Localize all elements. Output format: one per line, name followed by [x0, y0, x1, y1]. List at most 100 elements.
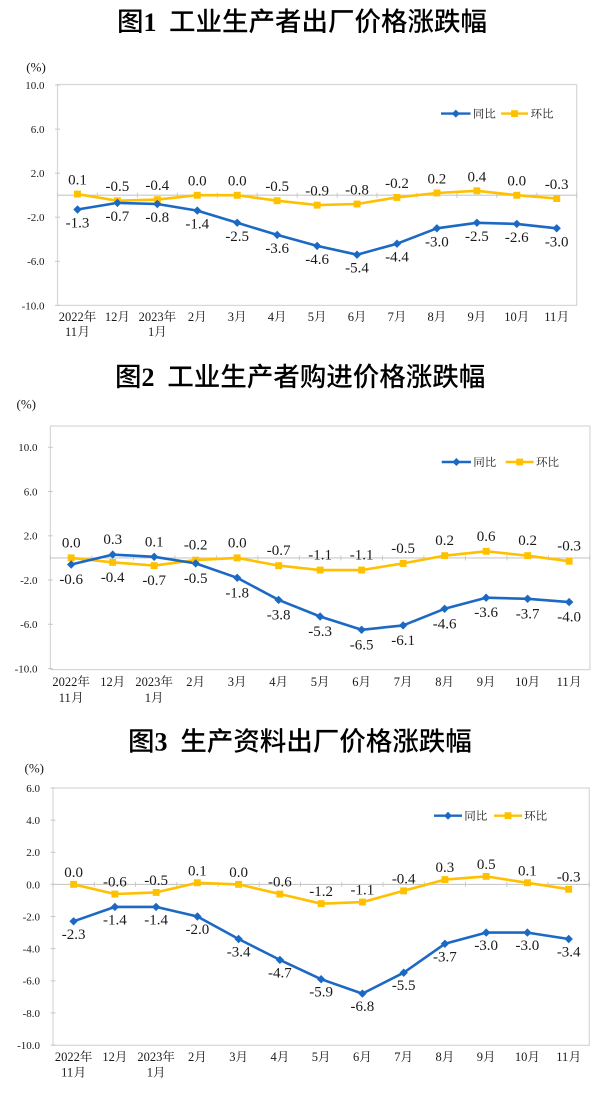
- svg-text:-0.5: -0.5: [144, 873, 168, 889]
- svg-text:(%): (%): [25, 760, 45, 775]
- svg-text:-0.7: -0.7: [142, 573, 166, 589]
- svg-text:6.0: 6.0: [24, 486, 38, 498]
- svg-text:-5.9: -5.9: [309, 985, 333, 1001]
- svg-text:-10.0: -10.0: [17, 1040, 40, 1052]
- svg-text:-1.4: -1.4: [185, 217, 209, 233]
- svg-text:-0.6: -0.6: [59, 572, 83, 588]
- svg-text:-6.1: -6.1: [391, 633, 415, 649]
- svg-text:1: 1: [147, 1066, 153, 1080]
- svg-text:6: 6: [352, 675, 358, 689]
- svg-text:7: 7: [394, 675, 400, 689]
- svg-text:-1.3: -1.3: [66, 216, 90, 232]
- svg-text:-3.4: -3.4: [227, 945, 251, 961]
- svg-text:4: 4: [268, 310, 275, 324]
- svg-text:11: 11: [59, 691, 71, 705]
- svg-text:9: 9: [477, 1050, 483, 1064]
- svg-text:0.3: 0.3: [436, 860, 455, 876]
- svg-text:2022: 2022: [52, 675, 77, 689]
- svg-text:2.0: 2.0: [24, 531, 38, 543]
- svg-text:-3.7: -3.7: [433, 949, 457, 965]
- svg-text:-0.5: -0.5: [391, 541, 415, 557]
- svg-text:2023: 2023: [135, 675, 160, 689]
- svg-text:0.0: 0.0: [188, 174, 207, 190]
- svg-text:-0.4: -0.4: [101, 570, 125, 586]
- svg-text:-1.1: -1.1: [350, 548, 374, 564]
- svg-text:-3.0: -3.0: [425, 234, 449, 250]
- svg-text:0.6: 0.6: [477, 529, 496, 545]
- svg-text:0.2: 0.2: [435, 533, 454, 549]
- svg-text:2: 2: [186, 675, 192, 689]
- svg-text:-6.0: -6.0: [27, 256, 45, 268]
- svg-text:12: 12: [102, 1050, 115, 1064]
- svg-text:2: 2: [188, 310, 194, 324]
- svg-text:-1.4: -1.4: [103, 912, 127, 928]
- svg-text:10: 10: [515, 1050, 528, 1064]
- svg-text:0.2: 0.2: [428, 172, 447, 188]
- svg-text:3: 3: [155, 728, 168, 757]
- svg-text:-2.5: -2.5: [225, 229, 249, 245]
- svg-text:-3.8: -3.8: [267, 607, 291, 623]
- svg-text:12: 12: [100, 675, 113, 689]
- svg-text:-0.3: -0.3: [557, 870, 581, 886]
- svg-text:0.2: 0.2: [518, 533, 537, 549]
- svg-text:-2.0: -2.0: [27, 212, 45, 224]
- svg-text:5: 5: [312, 1050, 318, 1064]
- svg-text:-0.9: -0.9: [305, 184, 329, 200]
- svg-text:12: 12: [105, 310, 118, 324]
- svg-text:-3.6: -3.6: [474, 605, 498, 621]
- svg-text:-10.0: -10.0: [15, 663, 38, 675]
- svg-text:0.0: 0.0: [228, 535, 247, 551]
- svg-text:2023: 2023: [137, 1050, 162, 1064]
- svg-text:8: 8: [436, 1050, 442, 1064]
- svg-text:-0.5: -0.5: [265, 179, 289, 195]
- svg-text:(%): (%): [17, 396, 37, 411]
- svg-text:2023: 2023: [139, 310, 164, 324]
- svg-text:-0.8: -0.8: [345, 183, 369, 199]
- svg-text:9: 9: [468, 310, 474, 324]
- svg-text:11: 11: [65, 325, 77, 339]
- svg-text:4: 4: [271, 1050, 278, 1064]
- svg-text:-0.6: -0.6: [268, 875, 292, 891]
- svg-text:7: 7: [394, 1050, 400, 1064]
- svg-text:2: 2: [188, 1050, 194, 1064]
- svg-text:0.3: 0.3: [103, 532, 122, 548]
- svg-text:(%): (%): [26, 60, 46, 75]
- svg-text:3: 3: [228, 310, 234, 324]
- svg-text:-2.0: -2.0: [23, 911, 41, 923]
- svg-text:2: 2: [142, 363, 155, 392]
- svg-text:-6.0: -6.0: [20, 619, 38, 631]
- svg-text:4: 4: [269, 675, 276, 689]
- svg-text:2.0: 2.0: [26, 847, 40, 859]
- svg-text:-5.4: -5.4: [345, 261, 369, 277]
- svg-text:7: 7: [388, 310, 394, 324]
- svg-text:0.1: 0.1: [518, 863, 537, 879]
- svg-text:0.4: 0.4: [468, 169, 487, 185]
- svg-text:-1.2: -1.2: [309, 884, 333, 900]
- svg-text:-0.2: -0.2: [385, 176, 409, 192]
- svg-text:-3.0: -3.0: [516, 938, 540, 954]
- svg-text:3: 3: [228, 675, 234, 689]
- svg-text:-10.0: -10.0: [22, 300, 45, 312]
- svg-text:0.0: 0.0: [62, 535, 81, 551]
- svg-text:-4.0: -4.0: [557, 610, 581, 626]
- svg-text:2022: 2022: [59, 310, 84, 324]
- svg-text:-1.8: -1.8: [225, 585, 249, 601]
- svg-text:0.0: 0.0: [26, 879, 40, 891]
- svg-text:-3.7: -3.7: [516, 606, 540, 622]
- svg-text:3: 3: [229, 1050, 235, 1064]
- svg-text:-6.5: -6.5: [350, 637, 374, 653]
- svg-text:-2.0: -2.0: [186, 922, 210, 938]
- svg-text:-0.3: -0.3: [557, 539, 581, 555]
- svg-text:-0.5: -0.5: [184, 571, 208, 587]
- svg-text:1: 1: [148, 325, 154, 339]
- svg-text:-1.1: -1.1: [351, 883, 375, 899]
- svg-text:5: 5: [308, 310, 314, 324]
- svg-text:-5.5: -5.5: [392, 978, 416, 994]
- svg-text:-1.4: -1.4: [144, 912, 168, 928]
- svg-text:10: 10: [515, 675, 528, 689]
- svg-text:2022: 2022: [55, 1050, 80, 1064]
- svg-text:-1.1: -1.1: [308, 548, 332, 564]
- svg-text:0.5: 0.5: [477, 857, 496, 873]
- svg-text:-2.3: -2.3: [62, 927, 86, 943]
- svg-text:0.1: 0.1: [145, 534, 164, 550]
